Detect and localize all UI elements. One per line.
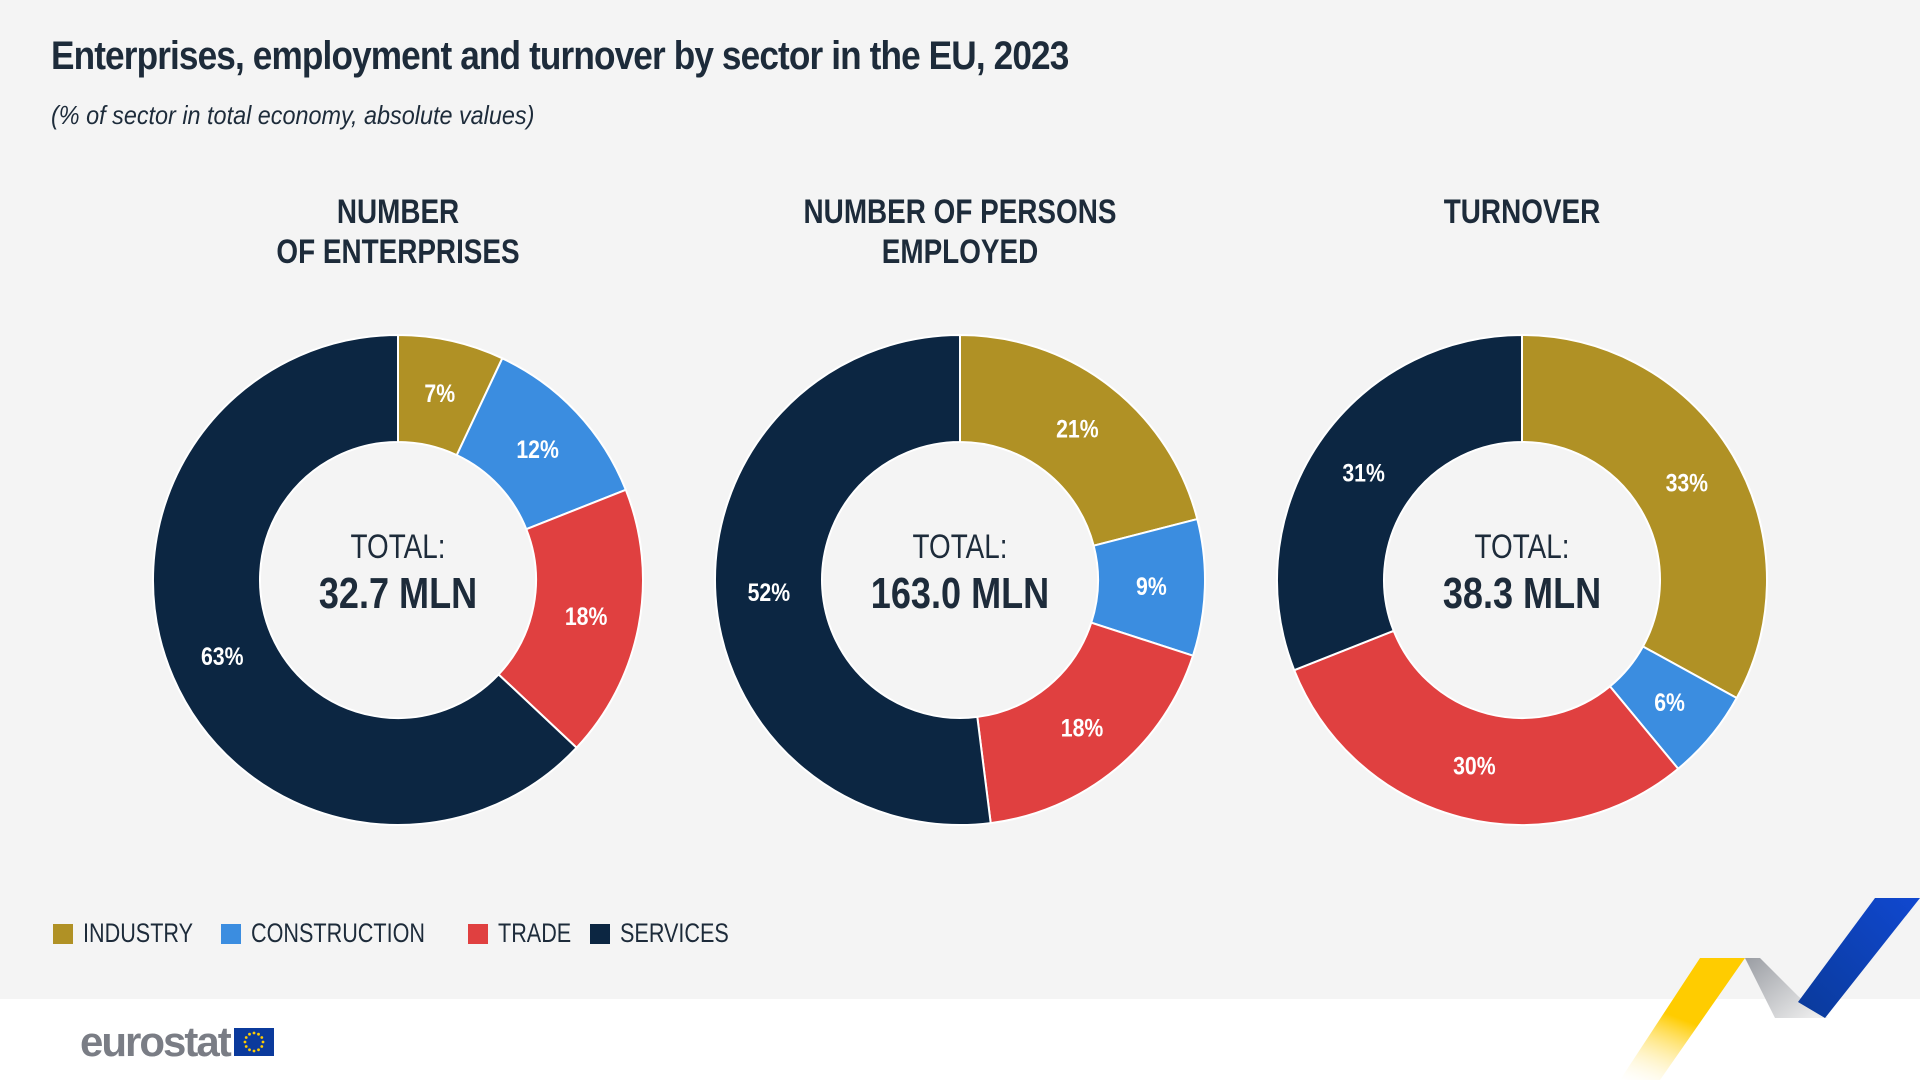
data-label: 6% xyxy=(1654,688,1685,716)
data-label: 52% xyxy=(748,578,791,606)
legend: INDUSTRY CONSTRUCTION TRADE SERVICES xyxy=(53,918,734,949)
decorative-ribbon xyxy=(1620,898,1920,1080)
data-label: 33% xyxy=(1666,469,1709,497)
star-icon xyxy=(256,1048,260,1052)
donut-slice-industry xyxy=(1521,333,1768,700)
legend-swatch xyxy=(220,923,241,944)
center-value: 38.3 MLN xyxy=(1443,569,1601,618)
donut-slice-services xyxy=(1276,333,1523,672)
data-label: 12% xyxy=(516,435,559,463)
legend-label: INDUSTRY xyxy=(83,918,194,948)
star-icon xyxy=(243,1040,247,1044)
donut-slice-trade xyxy=(1292,629,1680,826)
page-title: Enterprises, employment and turnover by … xyxy=(51,34,1069,78)
legend-label: CONSTRUCTION xyxy=(250,918,425,948)
eu-flag-icon xyxy=(233,1028,274,1056)
donut-slice-services xyxy=(714,333,992,826)
data-label: 7% xyxy=(424,379,455,407)
eurostat-logo: eurostat xyxy=(80,1018,274,1066)
page-subtitle: (% of sector in total economy, absolute … xyxy=(51,100,535,130)
legend-swatch xyxy=(589,923,610,944)
legend-item-services: SERVICES xyxy=(589,918,734,949)
star-icon xyxy=(244,1045,248,1048)
center-label: TOTAL: xyxy=(351,527,446,565)
data-label: 63% xyxy=(201,642,244,670)
donut-slice-industry xyxy=(959,333,1199,547)
chart-heading-turnover: TURNOVER xyxy=(1317,192,1727,232)
star-icon xyxy=(252,1049,256,1053)
data-label: 9% xyxy=(1136,572,1167,600)
donut-slice-trade xyxy=(976,621,1195,825)
heading-line: NUMBER xyxy=(336,193,460,231)
data-label: 18% xyxy=(1061,714,1104,742)
heading-line: TURNOVER xyxy=(1443,193,1601,231)
star-icon xyxy=(260,1036,263,1039)
star-icon xyxy=(261,1040,265,1044)
data-label: 30% xyxy=(1453,752,1496,780)
heading-line: EMPLOYED xyxy=(881,233,1039,271)
legend-label: TRADE xyxy=(498,918,572,948)
legend-label: SERVICES xyxy=(619,918,729,948)
center-label: TOTAL: xyxy=(1475,527,1570,565)
center-label: TOTAL: xyxy=(913,527,1008,565)
legend-item-construction: CONSTRUCTION xyxy=(220,918,447,949)
logo-text: eurostat xyxy=(80,1018,232,1065)
data-label: 31% xyxy=(1342,459,1385,487)
legend-item-industry: INDUSTRY xyxy=(53,918,199,949)
chart-heading-employed: NUMBER OF PERSONS EMPLOYED xyxy=(755,192,1165,272)
donut-slice-services xyxy=(152,333,579,826)
chart-heading-enterprises: NUMBER OF ENTERPRISES xyxy=(193,192,603,272)
legend-swatch xyxy=(468,923,489,944)
legend-swatch xyxy=(53,923,73,944)
donut-slice-trade xyxy=(497,488,644,750)
data-label: 18% xyxy=(565,602,608,630)
heading-line: NUMBER OF PERSONS xyxy=(803,193,1117,231)
legend-item-trade: TRADE xyxy=(468,918,572,949)
star-icon xyxy=(260,1045,263,1048)
star-icon xyxy=(244,1036,248,1039)
center-value: 32.7 MLN xyxy=(319,569,477,618)
star-icon xyxy=(247,1032,251,1036)
chart-background xyxy=(0,0,1920,999)
center-value: 163.0 MLN xyxy=(871,569,1049,618)
star-icon xyxy=(256,1032,260,1036)
data-label: 21% xyxy=(1056,415,1099,443)
star-icon xyxy=(252,1031,256,1035)
star-icon xyxy=(247,1048,251,1052)
heading-line: OF ENTERPRISES xyxy=(276,233,520,271)
